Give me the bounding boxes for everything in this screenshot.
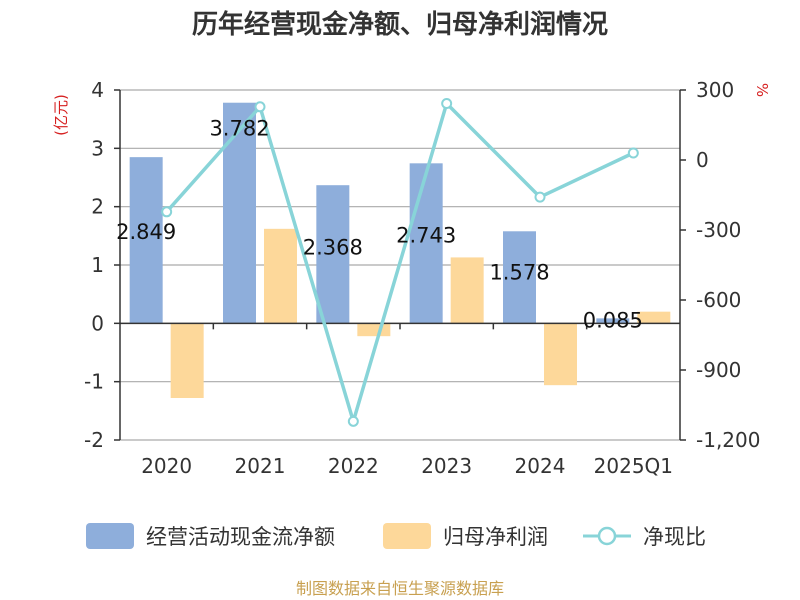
category-label: 2020 <box>141 454 192 478</box>
data-labels: 2.849 3.782 2.368 2.743 1.578 0.085 <box>116 117 643 333</box>
right-tick-label: -900 <box>696 358 741 382</box>
legend: 经营活动现金流净额 归母净利润 净现比 <box>86 523 706 549</box>
category-label: 2022 <box>328 454 379 478</box>
axes: 4 3 2 1 0 -1 -2 300 0 -300 -600 -900 -1,200 2020 2021 2… <box>84 78 760 478</box>
bar-net-profit <box>170 323 204 398</box>
right-axis-unit: % <box>753 83 771 97</box>
category-label: 2025Q1 <box>594 454 673 478</box>
right-tick-label: 300 <box>696 78 734 102</box>
left-tick-label: -1 <box>84 370 104 394</box>
ratio-point <box>161 206 173 218</box>
net-profit-bars <box>170 228 671 398</box>
bar-net-profit <box>264 228 297 324</box>
left-tick-label: 0 <box>91 311 104 335</box>
bar-net-profit <box>357 323 391 337</box>
left-tick-label: -2 <box>84 428 104 452</box>
data-label-cash-flow: 0.085 <box>583 309 643 333</box>
left-tick-label: 1 <box>91 253 104 277</box>
ratio-point <box>441 98 453 110</box>
ratio-line-path <box>165 101 635 424</box>
bar-net-profit <box>450 257 484 324</box>
cash-ratio-line <box>161 98 639 427</box>
left-axis-unit: (亿元) <box>52 94 70 136</box>
right-tick-label: -300 <box>696 218 741 242</box>
category-label: 2021 <box>235 454 286 478</box>
ratio-point <box>347 415 359 427</box>
data-label-cash-flow: 2.849 <box>116 220 176 244</box>
bar-cash-flow <box>596 318 630 324</box>
chart-title: 历年经营现金净额、归母净利润情况 <box>192 9 608 40</box>
data-label-cash-flow: 2.743 <box>396 223 456 247</box>
category-label: 2024 <box>515 454 566 478</box>
data-label-cash-flow: 1.578 <box>489 261 549 285</box>
bar-cash-flow <box>503 231 536 324</box>
bar-net-profit <box>637 311 671 324</box>
data-label-cash-flow: 3.782 <box>209 117 269 141</box>
legend-label-net-profit[interactable]: 归母净利润 <box>443 525 548 549</box>
cash-flow-bars <box>129 102 630 324</box>
right-tick-label: -1,200 <box>696 428 760 452</box>
ratio-point <box>534 191 546 203</box>
bar-cash-flow <box>316 185 350 324</box>
legend-label-cash-ratio[interactable]: 净现比 <box>643 525 706 549</box>
left-tick-label: 3 <box>91 136 104 160</box>
left-tick-label: 4 <box>91 78 104 102</box>
bar-net-profit <box>544 323 577 386</box>
category-label: 2023 <box>421 454 472 478</box>
bar-cash-flow <box>223 102 256 324</box>
legend-label-cash-flow[interactable]: 经营活动现金流净额 <box>146 525 335 549</box>
legend-swatch-cash-flow <box>86 523 134 549</box>
ratio-point <box>254 101 266 113</box>
right-tick-label: -600 <box>696 288 741 312</box>
legend-marker-cash-ratio <box>597 526 617 546</box>
legend-swatch-net-profit <box>383 523 431 549</box>
bar-cash-flow <box>409 163 443 324</box>
data-label-cash-flow: 2.368 <box>303 235 363 259</box>
source-note: 制图数据来自恒生聚源数据库 <box>296 579 504 598</box>
right-tick-label: 0 <box>696 148 709 172</box>
left-tick-label: 2 <box>91 195 104 219</box>
ratio-point <box>627 147 639 159</box>
bar-cash-flow <box>129 157 163 324</box>
